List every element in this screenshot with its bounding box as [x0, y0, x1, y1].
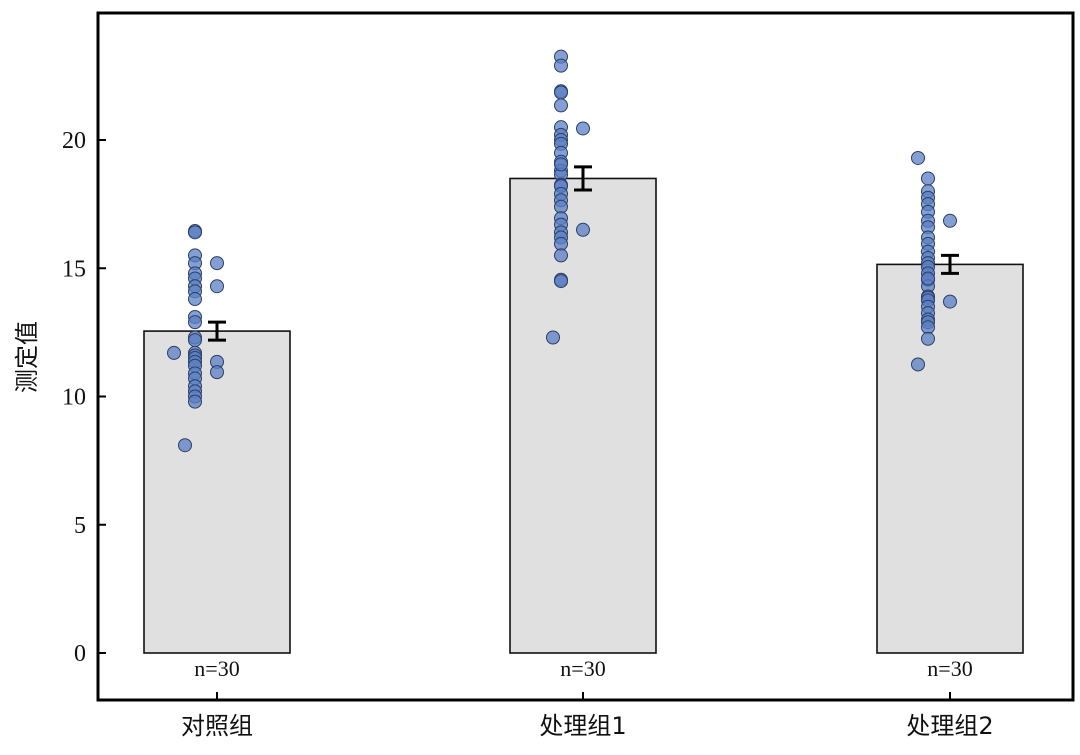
data-point: [911, 150, 925, 165]
y-tick-label: 0: [74, 641, 86, 667]
data-point: [188, 315, 202, 330]
data-point: [921, 171, 935, 186]
data-point: [921, 331, 935, 346]
points-layer: [167, 49, 957, 453]
data-point: [188, 292, 202, 307]
data-point: [178, 438, 192, 453]
n-label: n=30: [194, 656, 239, 681]
x-tick-label: 对照组: [181, 712, 253, 740]
data-point: [188, 394, 202, 409]
data-point: [210, 365, 224, 380]
data-point: [188, 225, 202, 240]
x-tick-label: 处理组2: [906, 712, 993, 740]
bar-3: [876, 263, 1024, 654]
data-point: [554, 248, 568, 263]
labels-layer: 0 5 10 15 20 对照组 n=30 处理组1 n=30 处理组2 n=30: [62, 128, 994, 740]
n-label: n=30: [927, 656, 972, 681]
data-point: [546, 330, 560, 345]
y-tick-label: 20: [62, 128, 86, 154]
y-tick-label: 5: [74, 513, 86, 539]
data-point: [943, 213, 957, 228]
errorbar-layer: [208, 165, 959, 342]
bar-1: [143, 330, 291, 654]
data-point: [576, 222, 590, 237]
data-point: [188, 333, 202, 348]
y-axis-title: 测定值: [13, 321, 41, 393]
bar-2: [509, 177, 657, 654]
data-point: [911, 357, 925, 372]
n-label: n=30: [560, 656, 605, 681]
axes-frame: [96, 11, 1075, 702]
data-point: [210, 279, 224, 294]
data-point: [554, 274, 568, 289]
bars-layer: [143, 177, 1024, 654]
y-tick-label: 10: [62, 385, 86, 411]
data-point: [554, 85, 568, 100]
data-point: [921, 271, 935, 286]
data-point: [554, 98, 568, 113]
data-point: [943, 294, 957, 309]
x-tick-label: 处理组1: [539, 712, 626, 740]
data-point: [576, 121, 590, 136]
data-point: [554, 58, 568, 73]
data-point: [554, 157, 568, 172]
y-tick-label: 15: [62, 256, 86, 282]
data-point: [167, 345, 181, 360]
data-point: [210, 256, 224, 271]
